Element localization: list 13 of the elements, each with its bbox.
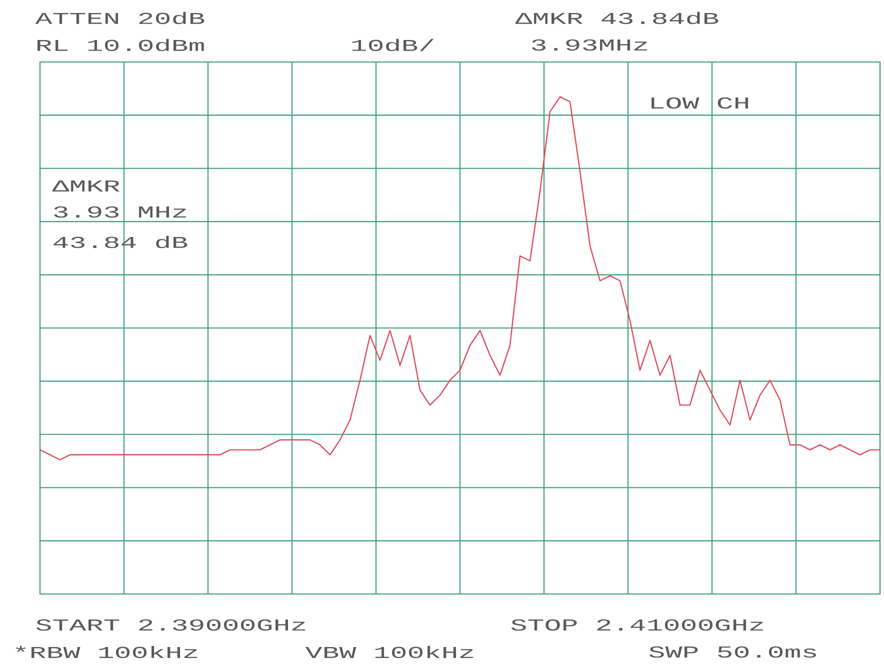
text: STOP 2.41000GHz	[511, 619, 764, 631]
annotation: LOW CH	[652, 97, 748, 109]
text: 3.93MHz	[532, 39, 648, 51]
text: RL 10.0dBm	[38, 38, 204, 52]
text: 10dB/	[352, 38, 434, 52]
text: SWP 50.0ms	[649, 646, 816, 658]
annotation: ΔMKR	[52, 180, 120, 192]
text: *RBW 100kHz	[16, 646, 198, 658]
text: START 2.39000GHz	[36, 619, 306, 631]
annotation: 3.93 MHz	[54, 206, 186, 218]
text: VBW 100kHz	[305, 646, 474, 658]
text: ΔMKR 43.84dB	[515, 12, 718, 24]
text: ATTEN 20dB	[35, 12, 204, 24]
